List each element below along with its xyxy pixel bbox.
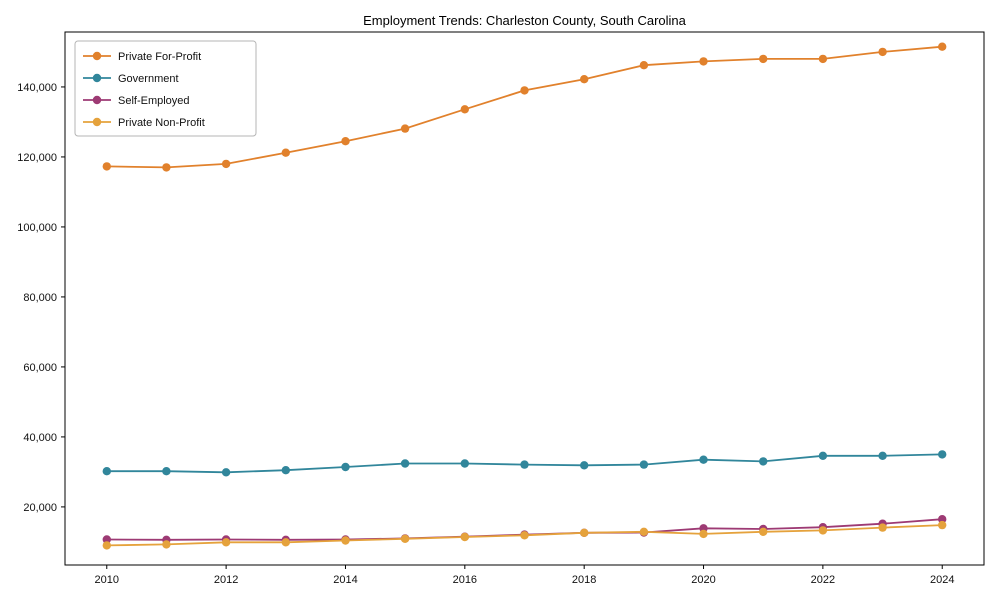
legend-marker bbox=[92, 95, 102, 105]
data-point-marker bbox=[341, 536, 350, 545]
data-point-marker bbox=[102, 467, 112, 476]
legend-marker bbox=[92, 51, 102, 61]
data-point-marker bbox=[221, 468, 231, 477]
x-tick-label: 2014 bbox=[333, 574, 357, 586]
data-point-marker bbox=[162, 467, 171, 476]
data-point-marker bbox=[162, 540, 171, 549]
data-point-marker bbox=[639, 60, 649, 70]
data-point-marker bbox=[221, 159, 231, 169]
legend-label: Government bbox=[118, 73, 179, 85]
data-point-marker bbox=[699, 455, 708, 464]
data-point-marker bbox=[520, 531, 529, 540]
y-tick-label: 40,000 bbox=[23, 432, 57, 444]
data-point-marker bbox=[759, 527, 768, 536]
data-point-marker bbox=[580, 528, 589, 537]
data-point-marker bbox=[400, 459, 410, 468]
data-point-marker bbox=[699, 57, 708, 66]
data-point-marker bbox=[162, 163, 171, 172]
data-point-marker bbox=[699, 529, 708, 539]
data-point-marker bbox=[938, 450, 947, 459]
data-point-marker bbox=[281, 466, 290, 475]
data-point-marker bbox=[460, 105, 469, 114]
data-point-marker bbox=[102, 162, 112, 171]
data-point-marker bbox=[639, 527, 649, 536]
data-point-marker bbox=[818, 54, 828, 64]
data-point-marker bbox=[878, 451, 887, 460]
data-point-marker bbox=[878, 47, 887, 57]
y-tick-label: 140,000 bbox=[17, 82, 57, 94]
x-tick-label: 2012 bbox=[214, 574, 238, 586]
data-point-marker bbox=[400, 534, 410, 543]
data-point-marker bbox=[341, 137, 350, 146]
data-point-marker bbox=[460, 459, 469, 468]
data-point-marker bbox=[281, 538, 290, 547]
data-point-marker bbox=[580, 75, 589, 84]
data-point-marker bbox=[818, 526, 828, 535]
data-point-marker bbox=[520, 86, 529, 95]
data-point-marker bbox=[221, 538, 231, 547]
y-tick-label: 20,000 bbox=[23, 502, 57, 514]
y-tick-label: 60,000 bbox=[23, 362, 57, 374]
data-point-marker bbox=[281, 148, 290, 157]
data-point-marker bbox=[938, 520, 947, 530]
plot-frame bbox=[64, 31, 985, 566]
data-point-marker bbox=[102, 541, 112, 550]
legend-marker bbox=[92, 73, 102, 83]
y-tick-label: 100,000 bbox=[17, 222, 57, 234]
data-point-marker bbox=[818, 451, 828, 460]
data-point-marker bbox=[878, 523, 887, 532]
data-point-marker bbox=[759, 54, 768, 64]
data-point-marker bbox=[938, 42, 947, 51]
x-tick-label: 2022 bbox=[811, 574, 835, 586]
legend-marker bbox=[92, 117, 102, 127]
x-tick-label: 2018 bbox=[572, 574, 596, 586]
data-point-marker bbox=[759, 457, 768, 466]
y-tick-label: 80,000 bbox=[23, 292, 57, 304]
chart-title: Employment Trends: Charleston County, So… bbox=[363, 13, 686, 28]
data-point-marker bbox=[520, 460, 529, 469]
x-tick-label: 2010 bbox=[95, 574, 119, 586]
legend-label: Private Non-Profit bbox=[118, 117, 205, 129]
x-tick-label: 2016 bbox=[453, 574, 477, 586]
data-point-marker bbox=[341, 462, 350, 472]
data-point-marker bbox=[938, 515, 947, 524]
data-point-marker bbox=[580, 461, 589, 470]
y-tick-label: 120,000 bbox=[17, 152, 57, 164]
data-point-marker bbox=[639, 460, 649, 469]
legend-label: Self-Employed bbox=[118, 95, 190, 107]
legend-box bbox=[74, 40, 257, 137]
data-point-marker bbox=[400, 124, 410, 133]
data-point-marker bbox=[460, 532, 469, 542]
x-tick-label: 2024 bbox=[930, 574, 954, 586]
x-tick-label: 2020 bbox=[691, 574, 715, 586]
legend-label: Private For-Profit bbox=[118, 51, 201, 63]
data-point-marker bbox=[102, 535, 112, 544]
